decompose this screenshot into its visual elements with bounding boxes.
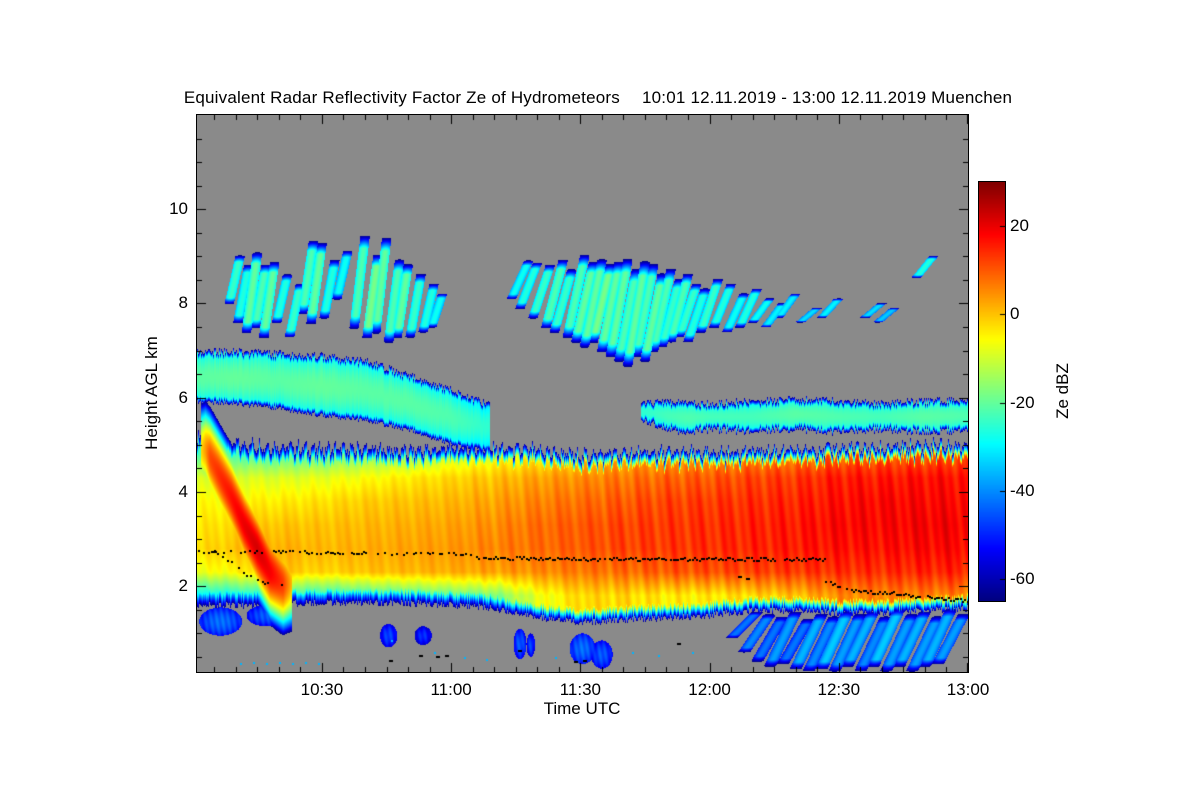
colorbar-tick-label: -40 <box>1010 480 1035 500</box>
x-tick-label: 11:00 <box>430 680 472 699</box>
colorbar-tick-label: 0 <box>1010 304 1020 324</box>
y-axis-label: Height AGL km <box>142 336 161 450</box>
colorbar-tick-label: 20 <box>1010 216 1029 236</box>
colorbar-label: Ze dBZ <box>1053 363 1072 419</box>
y-tick-label: 10 <box>169 199 188 219</box>
x-tick-label: 12:30 <box>817 680 861 699</box>
y-tick-label: 2 <box>178 576 188 596</box>
colorbar-tick-label: -60 <box>1010 568 1035 588</box>
plot-canvas <box>197 115 968 672</box>
colorbar-frame <box>978 181 1006 602</box>
x-tick-label: 10:30 <box>300 680 344 699</box>
x-axis-label: Time UTC <box>543 699 621 718</box>
x-tick-label: 12:00 <box>688 680 731 699</box>
y-tick-label: 8 <box>178 293 188 313</box>
plot-area-frame <box>196 114 969 673</box>
x-tick-label: 11:30 <box>559 680 601 699</box>
colorbar-canvas <box>979 182 1005 601</box>
chart-title-main: Equivalent Radar Reflectivity Factor Ze … <box>183 88 620 107</box>
colorbar-tick-label: -20 <box>1010 392 1035 412</box>
y-tick-label: 6 <box>178 387 188 407</box>
y-tick-label: 4 <box>178 481 188 501</box>
chart-title-period: 10:01 12.11.2019 - 13:00 12.11.2019 Muen… <box>641 88 1013 107</box>
chart-title: Equivalent Radar Reflectivity Factor Ze … <box>184 88 1012 108</box>
x-tick-label: 13:00 <box>946 680 990 699</box>
